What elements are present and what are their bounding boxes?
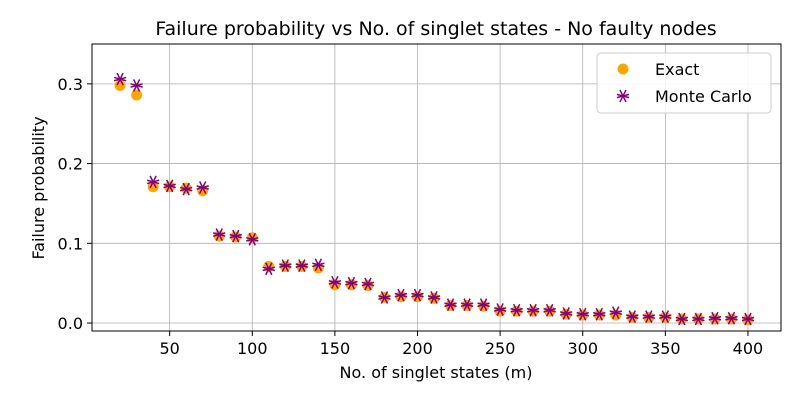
monte-carlo-point — [659, 310, 672, 324]
x-axis: 50 100 150 200 250 300 350 400 — [159, 331, 763, 358]
monte-carlo-point — [642, 310, 656, 324]
x-tick-label: 50 — [159, 339, 179, 358]
monte-carlo-point — [345, 276, 358, 290]
monte-carlo-point — [312, 258, 325, 272]
monte-carlo-point — [741, 312, 755, 326]
x-tick-label: 350 — [650, 339, 681, 358]
monte-carlo-point — [246, 232, 259, 246]
monte-carlo-point — [692, 312, 705, 326]
monte-carlo-point — [196, 181, 209, 194]
monte-carlo-point — [526, 303, 540, 317]
monte-carlo-point — [378, 291, 391, 304]
y-tick-label: 0.3 — [58, 75, 83, 94]
exact-point — [114, 79, 126, 91]
y-axis-label: Failure probability — [29, 116, 48, 259]
monte-carlo-point — [179, 182, 193, 196]
monte-carlo-point — [593, 307, 606, 321]
x-tick-label: 100 — [237, 339, 268, 358]
y-axis: 0.0 0.1 0.2 0.3 — [58, 75, 92, 333]
chart-title: Failure probability vs No. of singlet st… — [155, 18, 716, 40]
monte-carlo-point — [725, 311, 738, 325]
monte-carlo-point — [543, 303, 556, 317]
legend-label-exact: Exact — [655, 60, 699, 79]
monte-carlo-point — [477, 298, 490, 312]
monte-carlo-point — [493, 303, 507, 316]
x-tick-label: 150 — [320, 339, 351, 358]
series-layer — [113, 72, 755, 326]
legend-x-marker — [616, 89, 630, 103]
monte-carlo-point — [113, 72, 127, 86]
monte-carlo-point — [460, 298, 474, 312]
monte-carlo-point — [328, 275, 342, 289]
legend-box — [596, 52, 772, 114]
legend-marker-monte-carlo — [616, 89, 630, 103]
plot-frame — [91, 43, 782, 332]
monte-carlo-point — [559, 307, 573, 320]
monte-carlo-point — [229, 229, 242, 243]
monte-carlo-point — [444, 298, 457, 312]
monte-carlo-point — [411, 288, 424, 302]
monte-carlo-point — [163, 179, 176, 193]
x-tick-label: 300 — [567, 339, 598, 358]
monte-carlo-point — [609, 306, 623, 320]
y-tick-label: 0.1 — [58, 234, 83, 253]
x-axis-label: No. of singlet states (m) — [340, 363, 533, 382]
monte-carlo-point — [394, 288, 408, 302]
legend-circle-marker — [617, 63, 629, 75]
monte-carlo-point — [361, 277, 375, 291]
legend-marker-exact — [617, 63, 629, 75]
monte-carlo-point — [708, 311, 722, 325]
monte-carlo-point — [262, 262, 276, 276]
monte-carlo-point — [427, 291, 441, 304]
x-tick-label: 200 — [402, 339, 433, 358]
series-monte-carlo — [113, 72, 755, 326]
monte-carlo-point — [576, 307, 589, 321]
x-tick-label: 250 — [485, 339, 516, 358]
exact-point — [131, 89, 143, 101]
legend-label-monte-carlo: Monte Carlo — [655, 87, 752, 106]
monte-carlo-point — [146, 175, 160, 189]
monte-carlo-point — [279, 259, 292, 273]
monte-carlo-point — [675, 312, 689, 326]
legend: Exact Monte Carlo — [596, 52, 772, 114]
monte-carlo-point — [295, 259, 309, 273]
exact-point — [147, 181, 159, 193]
monte-carlo-point — [510, 303, 523, 317]
y-tick-label: 0.2 — [58, 155, 83, 174]
monte-carlo-point — [212, 228, 226, 241]
monte-carlo-point — [130, 79, 143, 92]
y-tick-label: 0.0 — [58, 314, 83, 333]
monte-carlo-point — [626, 310, 639, 324]
x-tick-label: 400 — [733, 339, 764, 358]
